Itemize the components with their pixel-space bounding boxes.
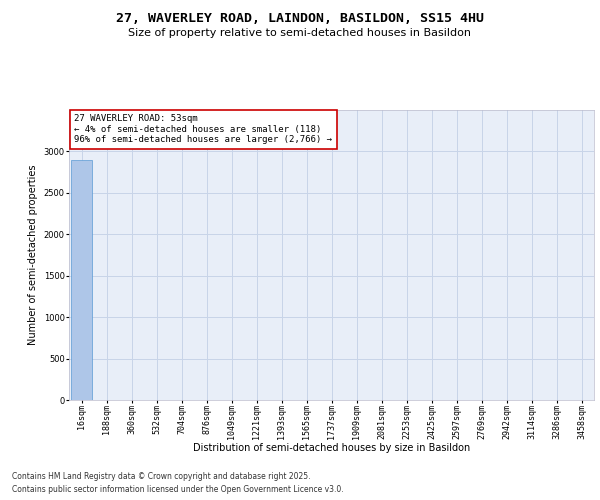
- X-axis label: Distribution of semi-detached houses by size in Basildon: Distribution of semi-detached houses by …: [193, 444, 470, 454]
- Text: 27 WAVERLEY ROAD: 53sqm
← 4% of semi-detached houses are smaller (118)
96% of se: 27 WAVERLEY ROAD: 53sqm ← 4% of semi-det…: [74, 114, 332, 144]
- Text: Size of property relative to semi-detached houses in Basildon: Size of property relative to semi-detach…: [128, 28, 472, 38]
- Text: Contains public sector information licensed under the Open Government Licence v3: Contains public sector information licen…: [12, 485, 344, 494]
- Text: 27, WAVERLEY ROAD, LAINDON, BASILDON, SS15 4HU: 27, WAVERLEY ROAD, LAINDON, BASILDON, SS…: [116, 12, 484, 26]
- Y-axis label: Number of semi-detached properties: Number of semi-detached properties: [28, 165, 38, 345]
- Text: Contains HM Land Registry data © Crown copyright and database right 2025.: Contains HM Land Registry data © Crown c…: [12, 472, 311, 481]
- Bar: [71, 160, 92, 400]
